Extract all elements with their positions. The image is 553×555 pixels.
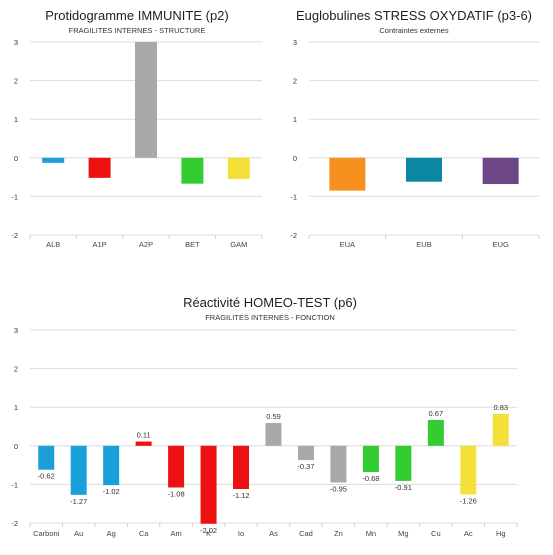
x-tick-label: As — [269, 529, 278, 538]
data-label: -1.26 — [460, 496, 477, 505]
y-tick-label: -2 — [11, 519, 18, 528]
bar-bet — [181, 157, 204, 184]
chart-title: Réactivité HOMEO-TEST (p6) — [183, 295, 357, 310]
x-tick-label: Mn — [366, 529, 376, 538]
x-tick-label: EUG — [493, 240, 509, 249]
bar-eua — [329, 157, 366, 191]
data-label: 0.11 — [137, 431, 151, 440]
plot-area: -2 -1 0 1 2 3 ALB A1P A2P BET GAM — [11, 38, 263, 249]
data-label: 0.59 — [266, 412, 281, 421]
y-tick-label: 2 — [14, 365, 18, 374]
y-tick-label: 2 — [14, 77, 18, 86]
chart-stress: Euglobulines STRESS OXYDATIF (p3-6) Cont… — [290, 8, 540, 249]
bar-eug — [482, 157, 519, 185]
data-label: -2.02 — [200, 526, 217, 535]
chart-immunite: Protidogramme IMMUNITE (p2) FRAGILITES I… — [11, 8, 263, 249]
bar-eub — [406, 157, 442, 182]
data-label: -1.27 — [70, 497, 87, 506]
bar-a1p — [88, 157, 111, 178]
bar-mg — [395, 445, 412, 481]
bar-au — [70, 445, 87, 495]
data-label: 0.83 — [493, 403, 508, 412]
x-tick-label: K — [206, 529, 211, 538]
chart-title: Euglobulines STRESS OXYDATIF (p3-6) — [296, 8, 532, 23]
x-tick-label: Cu — [431, 529, 441, 538]
y-tick-label: -1 — [290, 192, 297, 201]
chart-subtitle: Contraintes externes — [379, 26, 448, 35]
chart-subtitle: FRAGILITES INTERNES - FONCTION — [205, 313, 335, 322]
x-tick-label: Ca — [139, 529, 149, 538]
bar-cu — [427, 419, 444, 446]
x-tick-label: Au — [74, 529, 83, 538]
y-tick-label: 0 — [293, 154, 297, 163]
y-tick-label: 0 — [14, 154, 18, 163]
data-label: -0.95 — [330, 484, 347, 493]
y-tick-label: -1 — [11, 480, 18, 489]
bar-cad — [297, 445, 314, 461]
bar-io — [233, 445, 250, 490]
x-tick-label: EUA — [340, 240, 355, 249]
y-tick-label: -1 — [11, 192, 18, 201]
data-label: -0.68 — [362, 474, 379, 483]
chart-subtitle: FRAGILITES INTERNES - STRUCTURE — [69, 26, 206, 35]
y-tick-label: 3 — [293, 38, 297, 47]
data-label: -0.37 — [297, 462, 314, 471]
y-tick-label: 3 — [14, 326, 18, 335]
chart-title: Protidogramme IMMUNITE (p2) — [45, 8, 228, 23]
y-tick-label: 1 — [14, 115, 18, 124]
bar-k — [200, 445, 217, 524]
data-label: -1.08 — [168, 489, 185, 498]
bar-hg — [492, 413, 509, 446]
bar-alb — [42, 157, 65, 163]
x-tick-label: Cad — [299, 529, 313, 538]
y-tick-label: -2 — [290, 231, 297, 240]
x-tick-label: Mg — [398, 529, 408, 538]
bar-ac — [460, 445, 477, 495]
x-tick-label: Ac — [464, 529, 473, 538]
chart-homeo: Réactivité HOMEO-TEST (p6) FRAGILITES IN… — [11, 295, 518, 538]
bar-as — [265, 423, 282, 446]
x-tick-label: Am — [170, 529, 181, 538]
x-tick-label: A2P — [139, 240, 153, 249]
x-tick-label: Hg — [496, 529, 506, 538]
y-tick-label: 1 — [293, 115, 297, 124]
x-tick-label: ALB — [46, 240, 60, 249]
x-tick-label: Carboni — [33, 529, 60, 538]
x-tick-label: EUB — [416, 240, 431, 249]
data-label: -0.62 — [38, 472, 55, 481]
x-tick-label: GAM — [230, 240, 247, 249]
bar-ag — [103, 445, 120, 486]
bar-mn — [362, 445, 379, 473]
y-tick-label: -2 — [11, 231, 18, 240]
data-label: -0.91 — [395, 483, 412, 492]
y-tick-label: 3 — [14, 38, 18, 47]
bar-ca — [135, 441, 152, 446]
data-label: 0.67 — [429, 409, 444, 418]
y-tick-label: 0 — [14, 442, 18, 451]
x-tick-label: Ag — [107, 529, 116, 538]
data-label: -1.12 — [232, 491, 249, 500]
bar-zn — [330, 445, 347, 483]
bar-carboni — [38, 445, 55, 470]
bar-a2p — [135, 42, 157, 158]
bar-gam — [227, 157, 250, 180]
plot-area: -2 -1 0 1 2 3 EUA EUB EUG — [290, 38, 540, 249]
y-tick-label: 2 — [293, 77, 297, 86]
x-tick-label: Io — [238, 529, 244, 538]
data-label: -1.02 — [103, 487, 120, 496]
x-tick-label: BET — [185, 240, 200, 249]
x-tick-label: A1P — [93, 240, 107, 249]
plot-area: -2 -1 0 1 2 3 Carboni -0.62 Au -1.27 Ag -1.02 Ca 0.11… — [11, 326, 518, 538]
y-tick-label: 1 — [14, 403, 18, 412]
x-tick-label: Zn — [334, 529, 343, 538]
bar-am — [168, 445, 185, 488]
